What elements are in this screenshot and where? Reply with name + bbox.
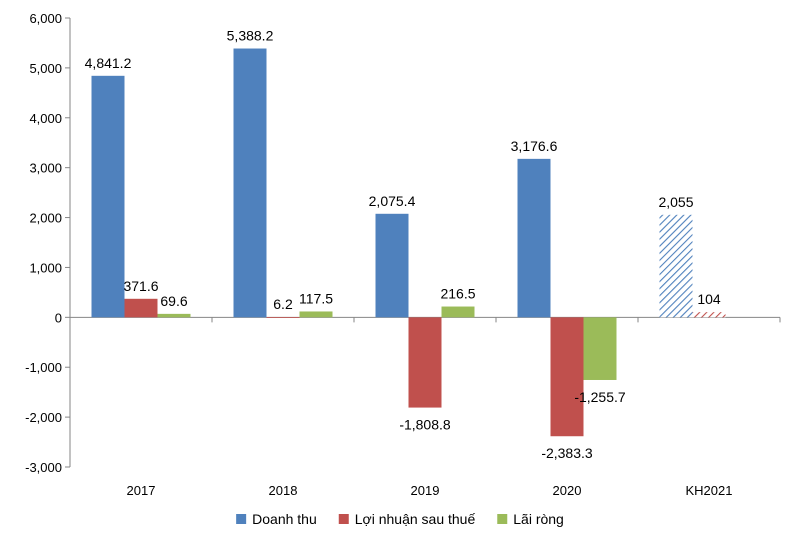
x-tick-label: 2020 — [553, 483, 582, 498]
bar-lãi-ròng-2017 — [157, 313, 191, 318]
legend-swatch — [497, 514, 508, 524]
y-tick-label: 1,000 — [29, 260, 62, 275]
bar-lợi-nhuận-sau-thuế-2018 — [266, 317, 300, 318]
bar-doanh-thu-2018 — [233, 48, 267, 318]
data-label: -1,808.8 — [399, 417, 451, 433]
data-label: 371.6 — [123, 278, 158, 294]
bar-lãi-ròng-2019 — [441, 306, 475, 318]
bar-lãi-ròng-2018 — [299, 311, 333, 318]
legend-swatch — [338, 514, 349, 524]
data-label: -1,255.7 — [574, 389, 626, 405]
bar-lợi-nhuận-sau-thuế-kh2021 — [692, 312, 726, 318]
bar-lợi-nhuận-sau-thuế-2019 — [408, 317, 442, 408]
plot-area: 6,000 5,000 4,000 3,000 2,000 1,000 0 -1,000 -2,… — [25, 11, 781, 498]
bar-doanh-thu-kh2021 — [659, 214, 693, 318]
bar-lợi-nhuận-sau-thuế-2017 — [124, 298, 158, 318]
data-label: 216.5 — [440, 286, 475, 302]
x-tick-label: 2018 — [269, 483, 298, 498]
bar-lãi-ròng-2020 — [583, 317, 617, 380]
y-tick-label: -1,000 — [25, 360, 62, 375]
data-label: 6.2 — [273, 296, 293, 312]
y-tick-label: 5,000 — [29, 61, 62, 76]
data-label: -2,383.3 — [541, 445, 593, 461]
data-label: 4,841.2 — [85, 55, 132, 71]
x-tick-label: 2019 — [411, 483, 440, 498]
legend-swatch — [236, 514, 247, 524]
legend-label: Lãi ròng — [513, 511, 564, 527]
data-label: 3,176.6 — [511, 138, 558, 154]
bar-lợi-nhuận-sau-thuế-2020 — [550, 317, 584, 437]
y-tick-label: 6,000 — [29, 11, 62, 26]
y-tick-label: 0 — [55, 310, 62, 325]
data-label: 2,075.4 — [369, 193, 416, 209]
y-tick-label: 3,000 — [29, 161, 62, 176]
bar-doanh-thu-2017 — [91, 75, 125, 318]
x-tick-label: KH2021 — [686, 483, 733, 498]
y-tick-label: 2,000 — [29, 211, 62, 226]
data-label: 2,055 — [658, 194, 693, 210]
legend-label: Lợi nhuận sau thuế — [355, 511, 476, 527]
y-tick-label: -2,000 — [25, 410, 62, 425]
data-label: 104 — [697, 291, 721, 307]
x-tick-label: 2017 — [127, 483, 156, 498]
data-label: 5,388.2 — [227, 28, 274, 44]
bar-doanh-thu-2020 — [517, 158, 551, 318]
data-label: 69.6 — [160, 293, 187, 309]
y-tick-label: -3,000 — [25, 460, 62, 475]
bar-doanh-thu-2019 — [375, 213, 409, 318]
data-label: 117.5 — [299, 290, 333, 306]
y-tick-label: 4,000 — [29, 111, 62, 126]
legend: Doanh thu Lợi nhuận sau thuế Lãi ròng — [236, 511, 564, 527]
legend-label: Doanh thu — [252, 511, 317, 527]
